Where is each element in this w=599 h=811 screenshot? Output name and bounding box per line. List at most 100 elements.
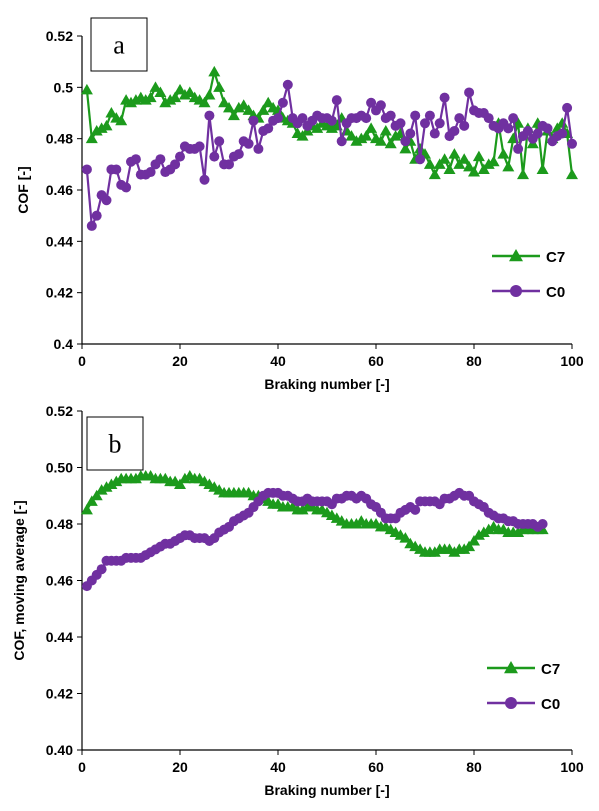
data-point-C0: [464, 87, 475, 98]
data-point-C7: [178, 472, 191, 484]
data-point-C7: [374, 135, 387, 146]
x-tick-label: 0: [78, 759, 86, 775]
data-point-C7: [110, 475, 123, 487]
data-point-C7: [472, 150, 485, 162]
data-point-C0: [204, 110, 215, 121]
data-point-C7: [428, 546, 441, 557]
data-point-C7: [198, 96, 211, 108]
data-point-C7: [482, 523, 495, 535]
data-point-C0: [155, 154, 166, 165]
data-point-C7: [468, 534, 480, 546]
data-point-C0: [557, 128, 568, 139]
data-point-C0: [170, 159, 181, 170]
data-point-C0: [224, 159, 234, 170]
data-point-C7: [438, 153, 451, 164]
data-point-C7: [227, 109, 240, 121]
data-point-C7: [472, 529, 485, 540]
data-point-C0: [395, 118, 406, 129]
data-point-C0: [326, 115, 337, 126]
data-point-C7: [345, 130, 358, 141]
data-point-C7: [183, 86, 196, 97]
data-point-C0: [513, 143, 524, 154]
data-point-C0: [145, 167, 156, 178]
data-point-C0: [297, 113, 308, 124]
chart-panel-a: 0.4 0.42 0.44 0.46 0.48 0.5 0.52 0 20 40 60 80 100 Br…: [15, 17, 584, 392]
data-point-C7: [463, 540, 476, 552]
x-tick-label: 40: [270, 759, 286, 775]
data-point-C7: [360, 130, 373, 141]
data-point-C0: [263, 123, 274, 134]
data-point-C7: [257, 104, 270, 115]
data-point-C7: [85, 495, 98, 506]
data-point-C0: [400, 136, 411, 147]
data-point-C7: [203, 89, 216, 100]
data-point-C7: [272, 104, 284, 115]
data-point-C0: [410, 504, 421, 515]
data-point-C7: [463, 160, 476, 172]
data-point-C0: [194, 141, 205, 152]
data-point-C7: [384, 137, 397, 149]
data-point-C7: [365, 122, 378, 133]
legend-label-C0: C0: [546, 284, 565, 301]
data-point-C7: [458, 153, 471, 164]
data-point-C0: [483, 113, 494, 124]
data-point-C0: [542, 123, 553, 134]
x-tick-label: 80: [466, 759, 482, 775]
data-point-C7: [242, 104, 255, 115]
data-point-C0: [503, 123, 514, 134]
data-point-C7: [115, 114, 128, 126]
data-point-C7: [497, 148, 510, 159]
data-point-C0: [562, 102, 573, 113]
data-point-C7: [517, 168, 529, 180]
data-point-C0: [96, 564, 107, 575]
data-point-C0: [366, 97, 377, 108]
data-point-C7: [512, 526, 525, 537]
data-point-C0: [439, 92, 450, 103]
data-point-C0: [449, 125, 460, 136]
y-tick-label: 0.40: [46, 742, 73, 758]
x-tick-label: 100: [560, 353, 584, 369]
y-tick-label: 0.4: [54, 336, 74, 352]
data-point-C0: [121, 182, 132, 193]
data-point-C7: [262, 96, 275, 108]
data-point-C7: [566, 168, 578, 180]
data-point-C0: [243, 138, 254, 149]
y-axis-label: COF, moving average [-]: [11, 500, 27, 660]
data-point-C7: [174, 83, 186, 95]
data-point-C7: [174, 478, 186, 489]
data-point-C7: [502, 160, 515, 172]
data-point-C7: [556, 117, 569, 128]
data-point-C7: [149, 81, 162, 92]
data-point-C7: [105, 478, 118, 489]
data-point-C0: [209, 151, 220, 162]
data-point-C0: [385, 110, 396, 121]
data-point-C7: [477, 526, 490, 537]
data-point-C0: [199, 174, 210, 185]
data-point-C7: [105, 107, 118, 118]
data-point-C7: [414, 142, 427, 154]
data-point-C0: [233, 149, 244, 160]
data-point-C0: [415, 154, 426, 165]
data-point-C7: [100, 481, 113, 492]
y-tick-label: 0.44: [46, 233, 73, 249]
data-point-C7: [536, 163, 549, 174]
data-point-C0: [361, 113, 372, 124]
data-point-C0: [429, 128, 440, 139]
legend-label-C0: C0: [541, 696, 560, 713]
data-point-C7: [458, 543, 471, 554]
legend-marker-C0: [505, 697, 517, 709]
y-tick-label: 0.48: [46, 516, 73, 532]
y-tick-label: 0.42: [46, 285, 73, 301]
y-tick-label: 0.44: [46, 629, 73, 645]
data-point-C0: [273, 113, 283, 124]
data-point-C7: [169, 91, 182, 103]
data-point-C7: [144, 91, 157, 103]
x-tick-label: 100: [560, 759, 584, 775]
x-tick-label: 40: [270, 353, 286, 369]
data-point-C7: [218, 96, 231, 108]
data-point-C7: [443, 163, 456, 174]
data-point-C0: [282, 79, 293, 90]
legend-label-C7: C7: [546, 249, 565, 266]
data-point-C0: [130, 154, 141, 165]
x-tick-label: 60: [368, 759, 384, 775]
